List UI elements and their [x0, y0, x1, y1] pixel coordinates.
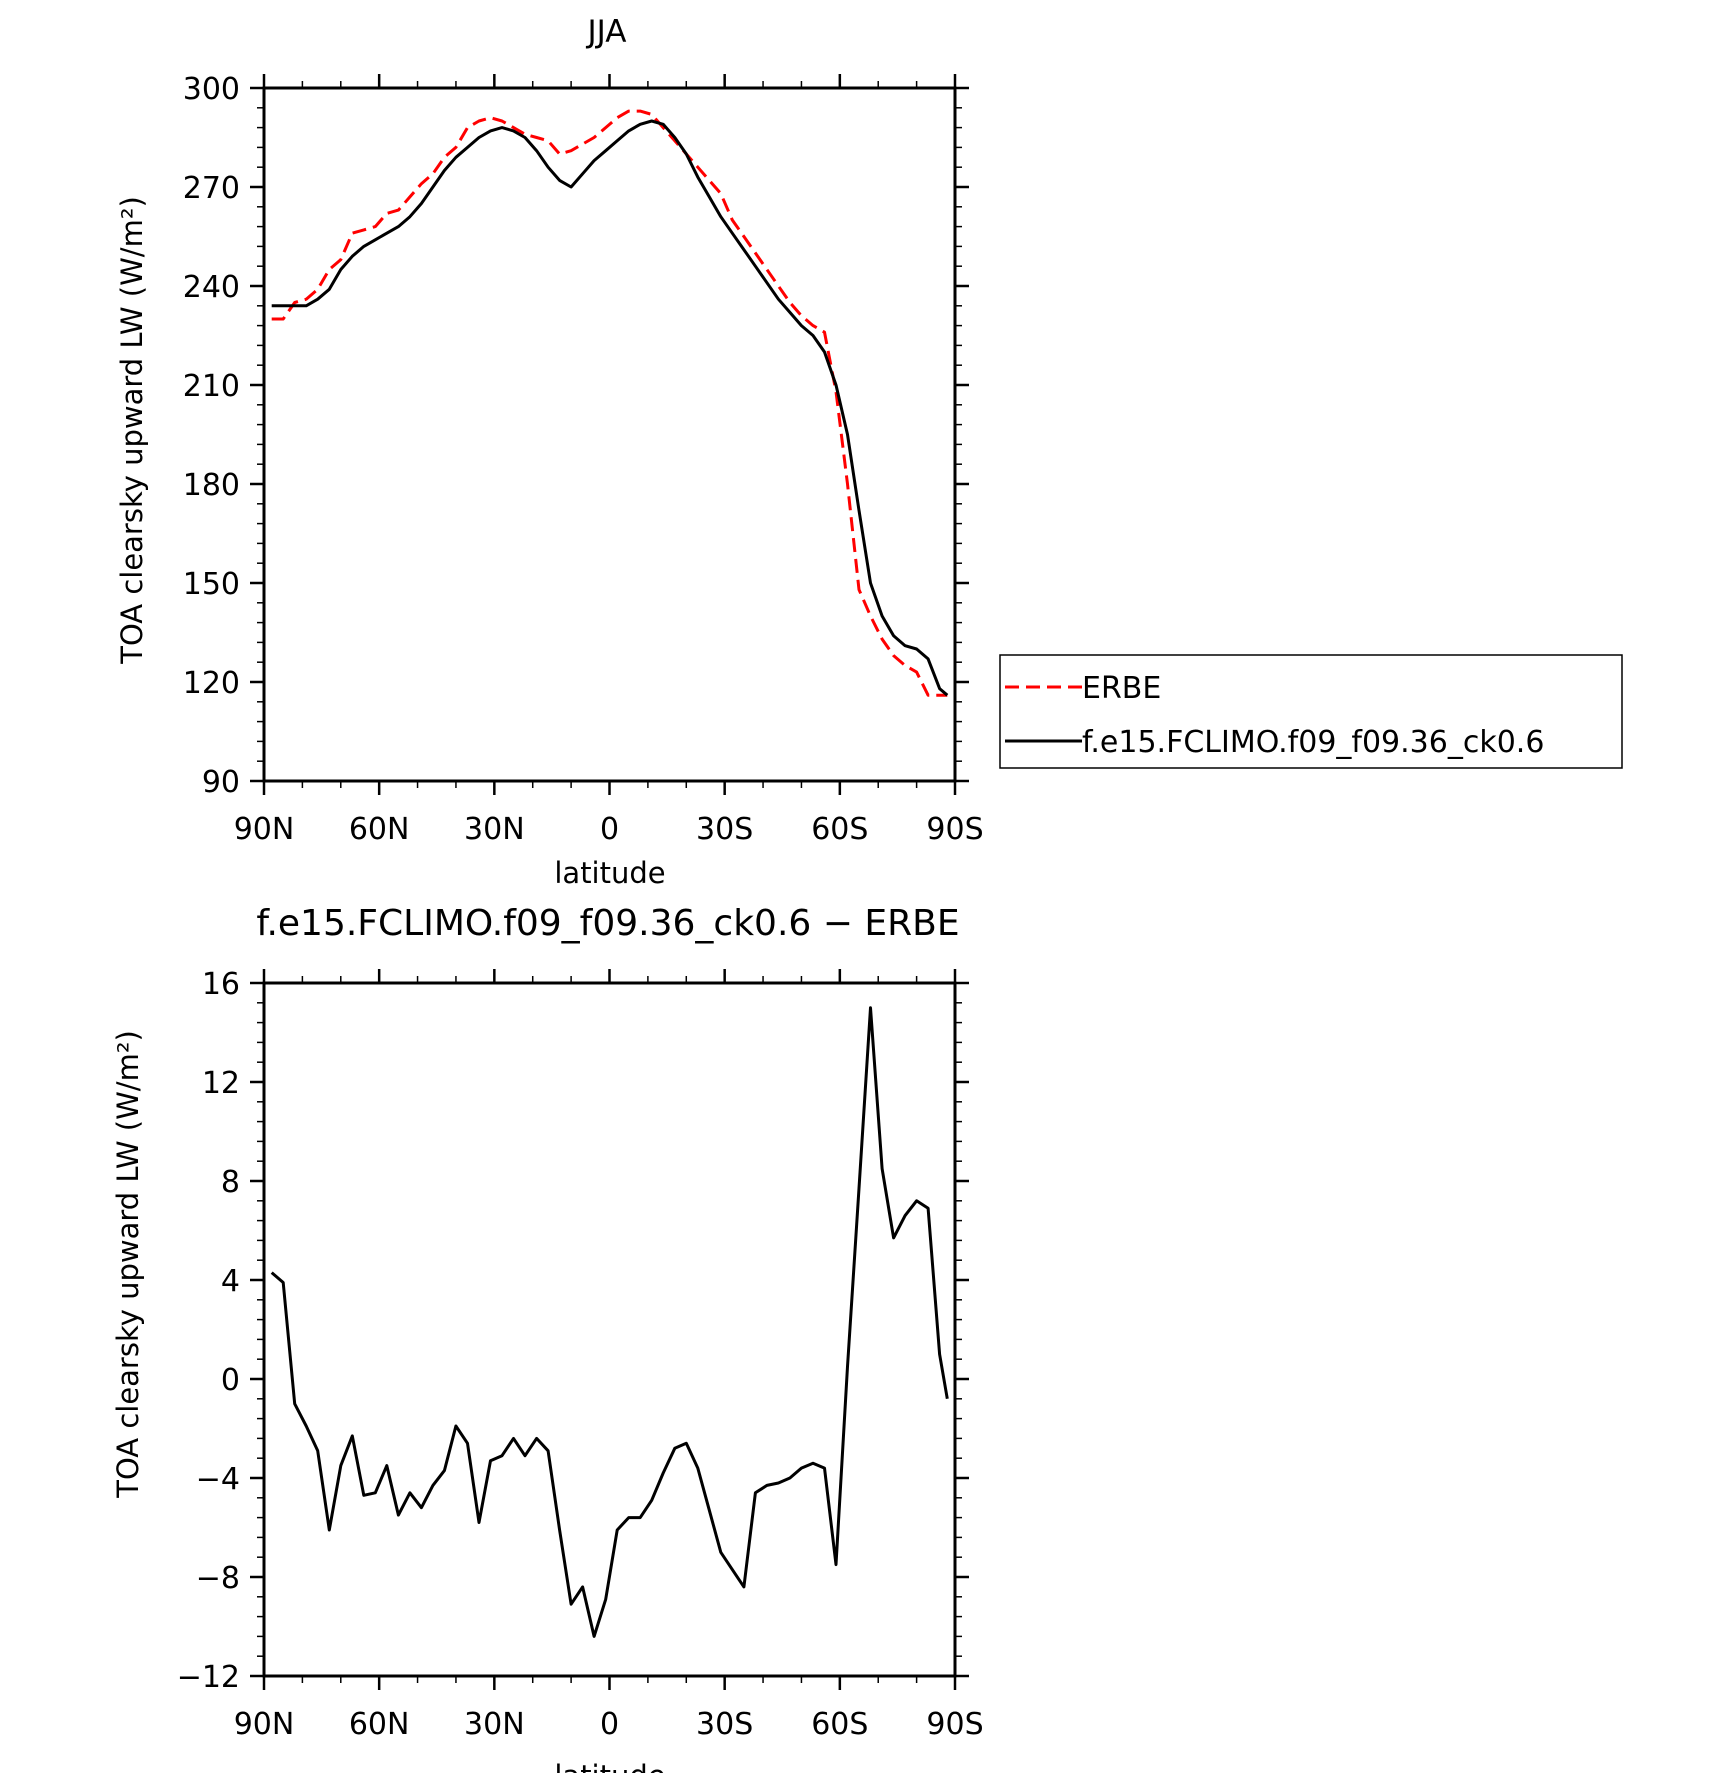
x-tick-label: 30N	[464, 1707, 525, 1742]
series-line-f-e15-fclimo-f09-f09-36-ck0-6	[271, 119, 949, 697]
y-tick-label: 4	[221, 1264, 240, 1299]
legend-label-model: f.e15.FCLIMO.f09_f09.36_ck0.6	[1082, 725, 1544, 760]
y-tick-label: 180	[183, 468, 240, 503]
panel-top-jja: JJA TOA clearsky upward LW (W/m²) latitu…	[115, 14, 1623, 890]
x-tick-label: 30S	[696, 1707, 753, 1742]
x-tick-label: 60S	[811, 812, 868, 847]
y-tick-label: 240	[183, 270, 240, 305]
plot-frame	[262, 86, 957, 783]
y-tick-labels: −12 −8 −4 0 4 8 12 16	[177, 967, 240, 1695]
x-tick-labels: 90N 60N 30N 0 30S 60S 90S	[234, 812, 984, 847]
x-axis-label: latitude	[554, 1759, 665, 1773]
series-lines	[270, 1006, 949, 1638]
y-tick-label: 150	[183, 567, 240, 602]
y-axis-label: TOA clearsky upward LW (W/m²)	[115, 196, 149, 665]
x-tick-label: 60N	[349, 812, 410, 847]
ticks	[250, 969, 969, 1690]
x-tick-label: 0	[600, 1707, 619, 1742]
x-axis-label: latitude	[554, 856, 665, 890]
x-tick-label: 90N	[234, 1707, 295, 1742]
y-tick-labels: 90 120 150 180 210 240 270 300	[183, 72, 240, 800]
x-tick-label: 90N	[234, 812, 295, 847]
x-tick-label: 90S	[926, 1707, 983, 1742]
chart-title: f.e15.FCLIMO.f09_f09.36_ck0.6 − ERBE	[256, 903, 959, 944]
y-tick-label: 8	[221, 1165, 240, 1200]
y-tick-label: 90	[202, 765, 240, 800]
x-tick-label: 90S	[926, 812, 983, 847]
y-tick-label: 270	[183, 171, 240, 206]
y-tick-label: 0	[221, 1363, 240, 1398]
x-tick-label: 60S	[811, 1707, 868, 1742]
series-lines	[271, 109, 949, 697]
y-tick-label: 16	[202, 967, 240, 1002]
legend-label-erbe: ERBE	[1082, 671, 1161, 706]
x-tick-label: 60N	[349, 1707, 410, 1742]
legend-box	[999, 654, 1623, 769]
y-tick-label: 12	[202, 1066, 240, 1101]
y-tick-label: −12	[177, 1660, 240, 1695]
legend: ERBE f.e15.FCLIMO.f09_f09.36_ck0.6	[999, 654, 1623, 769]
chart-title: JJA	[586, 14, 627, 50]
series-line-series-0	[270, 1006, 949, 1638]
y-tick-label: 300	[183, 72, 240, 107]
y-tick-label: 120	[183, 666, 240, 701]
y-tick-label: −4	[196, 1462, 240, 1497]
x-tick-label: 0	[600, 812, 619, 847]
ticks	[250, 74, 969, 795]
y-tick-label: −8	[196, 1561, 240, 1596]
x-tick-label: 30N	[464, 812, 525, 847]
y-axis-label: TOA clearsky upward LW (W/m²)	[111, 1030, 145, 1499]
y-tick-label: 210	[183, 369, 240, 404]
x-tick-label: 30S	[696, 812, 753, 847]
x-tick-labels: 90N 60N 30N 0 30S 60S 90S	[234, 1707, 984, 1742]
plot-frame	[262, 981, 957, 1678]
series-line-erbe	[271, 109, 948, 697]
panel-bottom-difference: f.e15.FCLIMO.f09_f09.36_ck0.6 − ERBE TOA…	[111, 903, 984, 1773]
